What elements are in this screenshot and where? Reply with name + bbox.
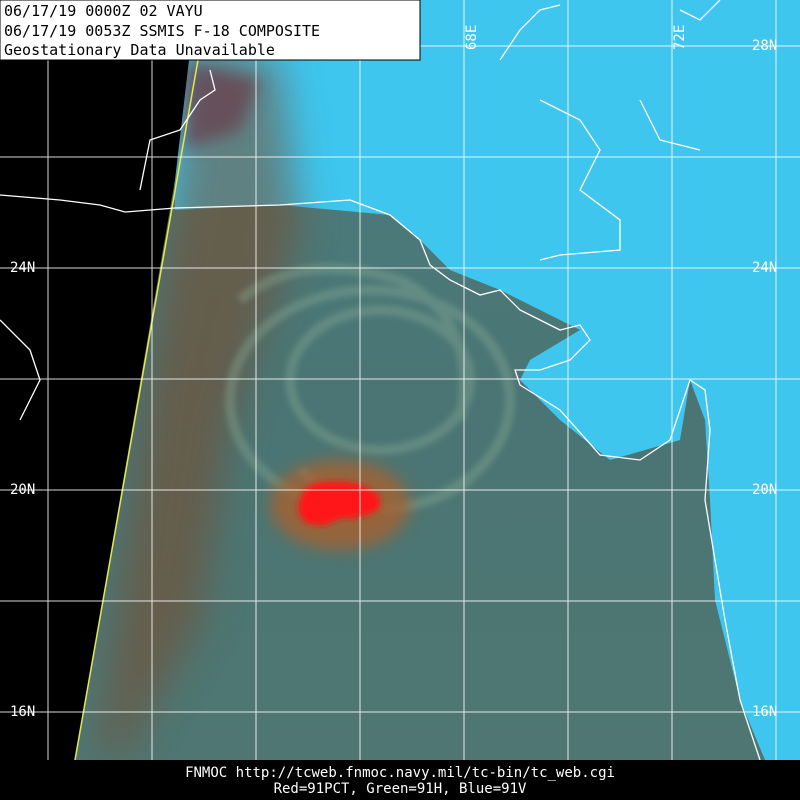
- swath-edge: [74, 59, 199, 760]
- lat-label: 20N: [10, 482, 35, 498]
- haze: [100, 40, 300, 760]
- footer-line: FNMOC http://tcweb.fnmoc.navy.mil/tc-bin…: [185, 765, 615, 781]
- no-data: [0, 0, 196, 760]
- lat-label: 16N: [752, 704, 777, 720]
- lat-label: 24N: [752, 260, 777, 276]
- lon-label: 68E: [464, 25, 480, 50]
- graticule: [0, 0, 800, 760]
- header-line: 06/17/19 0053Z SSMIS F-18 COMPOSITE: [4, 22, 320, 40]
- header-line: Geostationary Data Unavailable: [4, 41, 275, 59]
- lat-label: 20N: [752, 482, 777, 498]
- header-box: [0, 0, 421, 61]
- header-line: 06/17/19 0000Z 02 VAYU: [4, 2, 203, 20]
- land: [170, 0, 800, 760]
- coastlines: [0, 0, 761, 760]
- haze: [185, 60, 260, 150]
- lon-label: 72E: [672, 25, 688, 50]
- imagery: 28N 24N 20N 16N 24N 20N 16N 68E 72E: [0, 0, 800, 760]
- lat-label: 16N: [10, 704, 35, 720]
- lat-label: 24N: [10, 260, 35, 276]
- lat-label: 28N: [752, 38, 777, 54]
- footer-line: Red=91PCT, Green=91H, Blue=91V: [274, 781, 527, 797]
